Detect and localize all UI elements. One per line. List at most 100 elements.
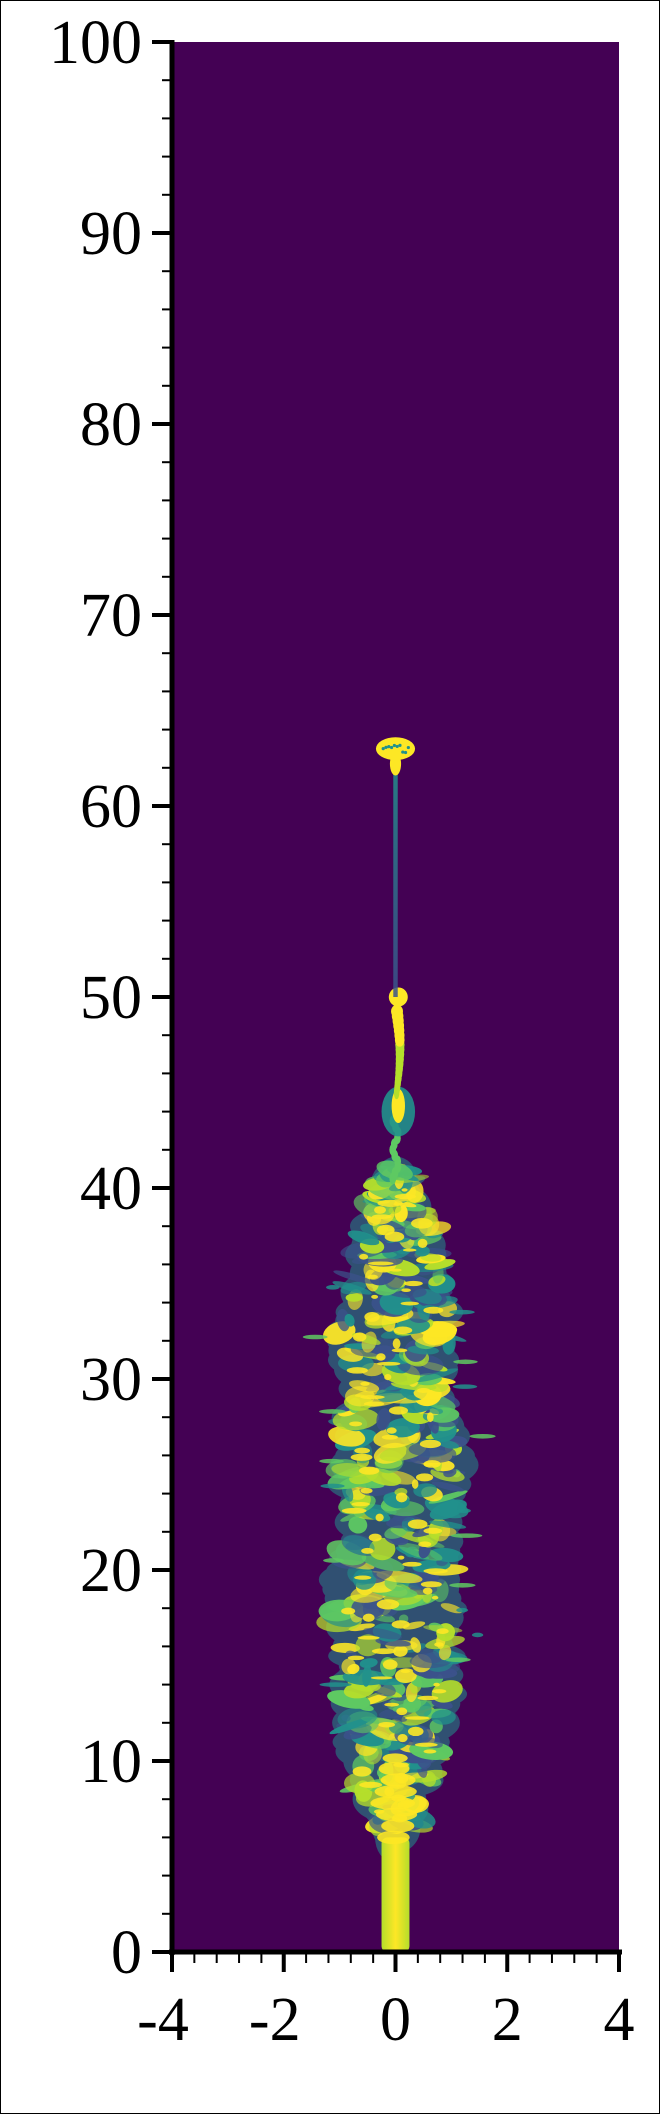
x-tick-label: -2 [249,1986,301,2054]
plume-streak [403,1280,423,1287]
plume-filament [450,1533,483,1538]
plume-eddy [348,1380,380,1393]
plume-filament [302,1334,328,1340]
y-tick-label: 10 [80,1728,142,1796]
plume-streak [416,1387,431,1393]
plume-streak [418,1541,432,1548]
upper-cap-speckle [406,745,410,750]
plume-streak [426,1412,434,1423]
plume-streak [378,1721,396,1728]
lower-puff-cap [388,987,408,1007]
plume-eddy [341,1658,356,1675]
plume-streak [423,1568,448,1574]
plume-neck-roll [370,1796,416,1810]
y-tick-label: 30 [80,1346,142,1414]
plume-streak [359,1253,369,1260]
plume-streak [407,1726,424,1737]
plume-streak [384,1373,392,1381]
plume-eddy [330,1642,361,1653]
plume-streak [392,1338,401,1349]
plume-streak [372,1214,392,1219]
plume-eddy [344,1313,355,1327]
plume-streak [367,1261,394,1266]
y-tick-label: 40 [80,1155,142,1223]
plume-eddy [438,1644,452,1661]
plume-streak [360,1381,370,1386]
plume-neck-roll [374,1784,417,1799]
y-tick-label: 80 [80,391,142,459]
plume-streak [433,1682,440,1687]
plume-streak [396,1707,408,1716]
plume-eddy [345,1293,363,1302]
plume-streak [354,1447,370,1454]
plume-filaments [302,1285,496,1687]
plume-streak [423,1749,437,1754]
plume-streak [374,1206,386,1214]
plume-filament [319,1409,346,1414]
plume-streak [431,1595,439,1600]
lower-puff-stem [391,1004,403,1019]
plume-streak [395,1492,408,1503]
plume-streak [388,1406,409,1415]
plume-filament [319,1458,344,1464]
plume-eddy [343,1772,375,1794]
plume-streak [393,1326,413,1335]
plume-streak [384,1702,400,1707]
nozzle-column [381,1837,410,1952]
plume-streak [368,1533,382,1542]
y-tick-label: 50 [80,964,142,1032]
plume-eddy [359,1658,378,1668]
plume-filament [445,1657,471,1663]
plume-streak [376,1353,386,1361]
plume-eddy [363,1627,403,1640]
plume-neck-roll [380,1773,416,1787]
plume-streak [381,1434,398,1440]
plume-streak [364,1312,380,1322]
plume-streak [357,1635,380,1640]
plume-eddy [347,1230,380,1246]
plume-filament [449,1309,475,1315]
x-tick-label: -4 [137,1986,189,2054]
plume-streak [411,1479,419,1489]
upper-cap-speckle [389,745,394,750]
y-tick-label: 60 [80,773,142,841]
plume-filament [456,1508,471,1514]
plume-streak [376,1224,395,1236]
plume-streak [352,1766,372,1777]
plume-streak [363,1401,385,1407]
plume-streak [359,1781,383,1788]
plume-streak [417,1695,439,1701]
upper-cap-neck [389,752,402,776]
plume-filament [323,1558,345,1563]
plume-streak [341,1507,367,1514]
upper-cap [375,737,416,761]
plume-eddy [361,1553,405,1572]
plume-streak [371,1294,379,1299]
plume-filament [456,1607,469,1613]
plume-streak [370,1676,393,1680]
plume-streak [375,1513,384,1522]
plume-eddy [431,1709,456,1725]
upper-stem [393,767,398,997]
tick-marks [152,40,621,1972]
plume-eddy [388,1205,402,1214]
y-tick-label: 20 [80,1537,142,1605]
plume-streak [376,1599,400,1610]
plume-streak [402,1248,417,1252]
plume-streak [417,1238,428,1248]
plume-streak [401,1188,408,1192]
plume-streak [397,1734,408,1743]
plume-filament [452,1384,478,1389]
plume-eddy [340,1281,367,1295]
plume-eddy [402,1621,426,1630]
plume-streak [397,1555,405,1560]
plume-streaks [341,1188,449,1823]
y-tick-label: 100 [49,9,142,77]
plume-neck-roll [378,1761,410,1776]
x-tick-label: 0 [380,1986,411,2054]
plume-streak [423,1460,441,1468]
plume-streak [346,1367,368,1374]
plume-streak [436,1628,449,1635]
plume-filament [326,1285,340,1290]
